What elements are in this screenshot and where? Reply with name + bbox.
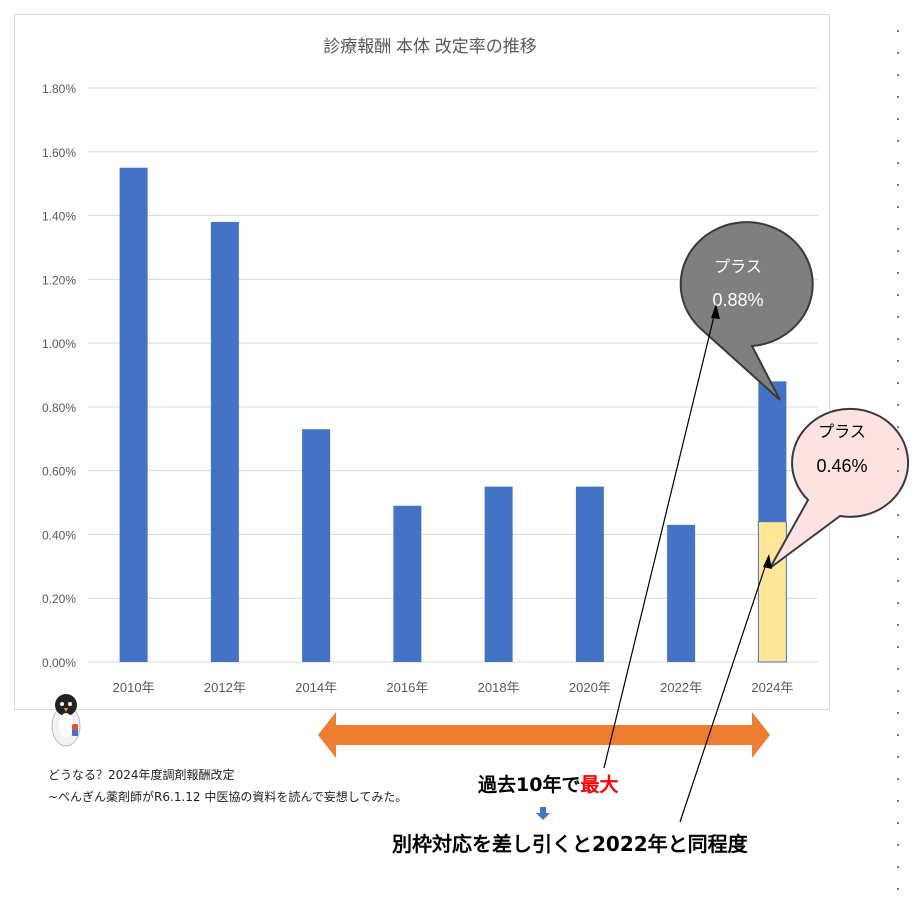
x-tick-label: 2018年 [478,680,520,695]
callout-special-line2: 0.46% [816,456,867,476]
x-tick-label: 2020年 [569,680,611,695]
y-tick-label: 1.20% [42,273,76,287]
y-tick-label: 1.80% [42,82,76,96]
bar-2010年 [119,167,148,662]
caption-max-emphasis: 最大 [580,774,619,796]
callout-total-line2: 0.88% [712,290,763,310]
y-tick-label: 1.40% [42,210,76,224]
bar-2020年 [575,486,604,662]
y-tick-label: 0.40% [42,528,76,542]
x-tick-label: 2010年 [113,680,155,695]
callout-special-line1: プラス [818,423,866,441]
footnote-line2: ~ぺんぎん薬剤師がR6.1.12 中医協の資料を読んで妄想してみた。 [48,790,408,804]
penguin-pharmacist-icon [46,690,86,748]
y-tick-label: 0.80% [42,401,76,415]
x-tick-label: 2024年 [751,680,793,695]
callout-total-0-88: プラス 0.88% [679,221,814,401]
bar-2024年-base [757,521,787,663]
x-tick-label: 2012年 [204,680,246,695]
bar-2024年-top [758,381,787,522]
x-tick-label: 2016年 [386,680,428,695]
pointer-line-max [603,307,717,769]
bar-2016年 [393,505,422,662]
callout-special-bubble [769,407,910,569]
bars [119,167,787,663]
y-tick-label: 1.60% [42,146,76,160]
y-tick-label: 0.20% [42,592,76,606]
y-tick-label: 1.00% [42,337,76,351]
bar-2014年 [302,429,331,662]
pointer-arrowhead-max [711,304,720,319]
bar-2018年 [484,486,513,662]
y-tick-label: 0.60% [42,465,76,479]
callout-total-line1: プラス [714,258,762,276]
y-axis-ticks: 0.00% 0.20% 0.40% 0.60% 0.80% 1.00% 1.20% 1.40%… [42,82,76,670]
caption-result: 別枠対応を差し引くと2022年と同程度 [392,832,748,856]
pointer-line-special [679,557,769,823]
chart-title: 診療報酬 本体 改定率の推移 [323,37,536,56]
callout-special-0-46: プラス 0.46% [769,407,910,569]
pointer-arrowhead-special [763,554,772,569]
down-arrow-icon [536,807,550,820]
caption-max: 過去10年で最大 [478,770,618,797]
bar-2022年 [667,524,696,662]
footnote-line1: どうなる？2024年度調剤報酬改定 [48,768,235,782]
caption-max-prefix: 過去10年で [478,774,581,796]
gridlines [88,87,818,663]
x-axis-ticks: 2010年 2012年 2014年 2016年 2018年 2020年 2022年 2024年 [113,680,794,695]
x-tick-label: 2022年 [660,680,702,695]
dotted-edge [896,20,900,900]
y-tick-label: 0.00% [42,656,76,670]
range-double-arrow [318,712,770,758]
bar-2012年 [210,221,239,662]
x-tick-label: 2014年 [295,680,337,695]
callout-total-bubble [679,221,814,401]
